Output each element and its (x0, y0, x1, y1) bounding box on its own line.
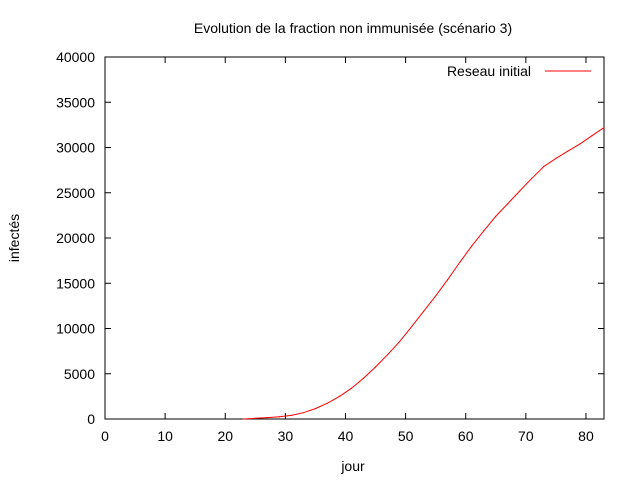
y-tick-label: 25000 (56, 185, 95, 201)
data-point (567, 150, 569, 152)
data-point (386, 354, 389, 356)
y-axis-label: infectés (6, 214, 22, 262)
data-point (447, 279, 449, 281)
y-tick-label: 20000 (56, 230, 95, 246)
data-point (531, 177, 533, 179)
x-tick-label: 80 (578, 428, 594, 444)
plot-area (242, 126, 605, 420)
data-point (423, 310, 425, 312)
axes: 0 10 20 30 40 50 60 70 80 0 5000 10000 15000 20000 250… (56, 49, 605, 444)
x-tick-label: 10 (157, 428, 173, 444)
data-point (278, 416, 280, 418)
data-point (398, 341, 401, 343)
y-tick-label: 0 (87, 411, 95, 427)
x-tick-label: 30 (278, 428, 294, 444)
data-point (338, 395, 341, 397)
legend: Reseau initial (447, 63, 591, 79)
data-point (314, 407, 317, 410)
y-tick-label: 35000 (56, 94, 95, 110)
x-tick-label: 70 (518, 428, 534, 444)
data-point (254, 417, 256, 419)
y-tick-label: 15000 (56, 275, 95, 291)
y-tick-label: 10000 (56, 321, 95, 337)
data-point (459, 261, 461, 264)
x-tick-label: 40 (338, 428, 354, 444)
data-point (519, 190, 521, 192)
data-point (495, 215, 497, 217)
data-point (411, 326, 413, 328)
data-point (290, 414, 292, 416)
data-point (471, 245, 473, 247)
legend-label: Reseau initial (447, 63, 531, 79)
data-point (302, 412, 304, 414)
plot-frame (104, 56, 605, 420)
y-tick-label: 30000 (56, 140, 95, 156)
data-point (266, 417, 268, 419)
data-point (591, 135, 593, 137)
data-point (435, 295, 437, 297)
data-point (374, 366, 377, 368)
data-point (603, 126, 605, 129)
x-tick-label: 60 (458, 428, 474, 444)
x-axis-label: jour (340, 458, 365, 474)
data-point (326, 402, 329, 404)
y-tick-label: 5000 (64, 366, 95, 382)
x-tick-label: 0 (101, 428, 109, 444)
series-line-1 (243, 127, 605, 420)
data-point (555, 157, 557, 159)
data-point (507, 203, 509, 205)
data-point (483, 230, 485, 232)
y-tick-label: 40000 (56, 49, 95, 65)
data-point (579, 143, 581, 145)
data-point (350, 387, 353, 389)
data-point (242, 418, 244, 420)
chart-title: Evolution de la fraction non immunisée (… (194, 20, 512, 36)
x-tick-label: 20 (217, 428, 233, 444)
data-point (362, 377, 365, 379)
data-point (543, 165, 545, 168)
x-tick-label: 50 (398, 428, 414, 444)
